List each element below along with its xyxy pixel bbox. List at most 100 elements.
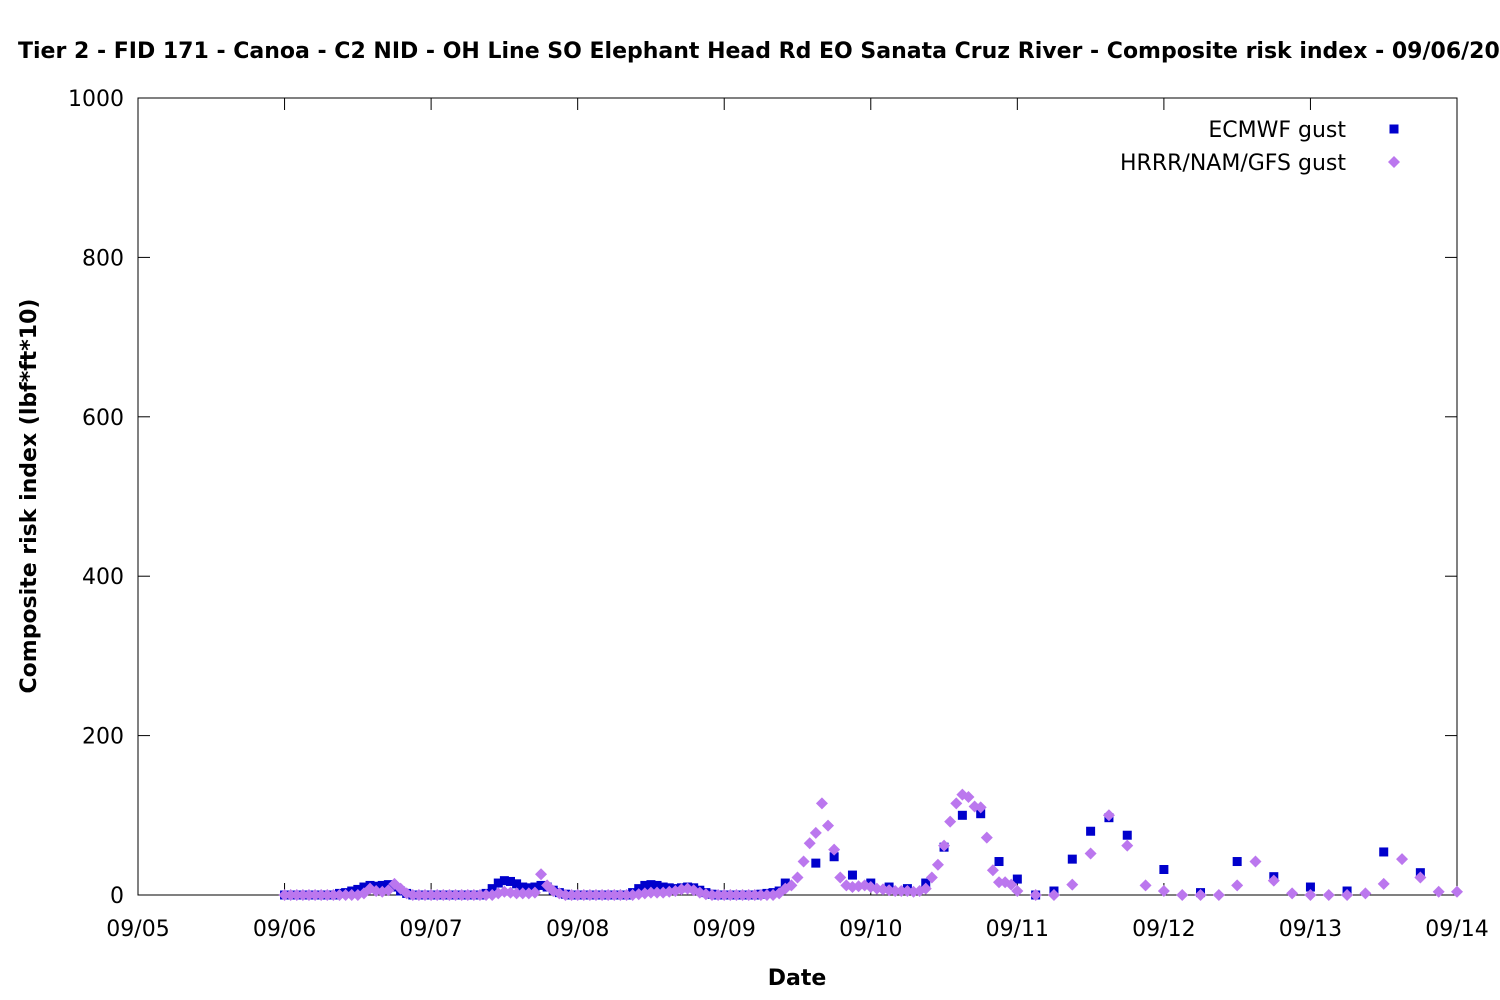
x-tick-label: 09/08 bbox=[546, 917, 609, 942]
data-point bbox=[1432, 885, 1445, 898]
data-point bbox=[528, 886, 541, 899]
legend-marker bbox=[1389, 124, 1399, 134]
x-axis-label: Date bbox=[768, 966, 827, 991]
data-point bbox=[296, 889, 309, 901]
data-point bbox=[993, 876, 1006, 889]
data-point bbox=[284, 889, 297, 901]
data-point bbox=[646, 880, 656, 890]
x-tick-label: 09/06 bbox=[253, 917, 316, 942]
data-point bbox=[345, 889, 358, 901]
data-point bbox=[652, 880, 662, 890]
data-point bbox=[944, 815, 957, 828]
data-point bbox=[327, 889, 340, 901]
data-point bbox=[559, 889, 572, 901]
data-point bbox=[986, 864, 999, 877]
data-point bbox=[437, 889, 450, 901]
data-point bbox=[473, 889, 486, 901]
data-point bbox=[1286, 887, 1299, 900]
x-axis: 09/05 09/06 09/07 09/08 09/09 09/10 09/11 09/12… bbox=[106, 98, 1489, 942]
data-point bbox=[1212, 889, 1225, 901]
data-point bbox=[510, 887, 523, 900]
data-point bbox=[1122, 830, 1132, 840]
data-point bbox=[467, 889, 480, 901]
data-point bbox=[785, 879, 798, 892]
data-point bbox=[359, 882, 369, 892]
data-point bbox=[333, 889, 346, 901]
data-point bbox=[620, 889, 633, 901]
data-point bbox=[512, 879, 522, 889]
data-point bbox=[1267, 874, 1280, 887]
data-point bbox=[406, 889, 419, 901]
data-point bbox=[644, 886, 657, 899]
plot-area-border bbox=[137, 97, 1458, 896]
x-tick-label: 09/13 bbox=[1279, 917, 1342, 942]
data-point bbox=[321, 889, 334, 901]
data-point bbox=[895, 885, 908, 898]
data-point bbox=[461, 889, 474, 901]
legend-label: ECMWF gust bbox=[1208, 118, 1346, 143]
data-point bbox=[589, 889, 602, 901]
data-point bbox=[425, 889, 438, 901]
data-point bbox=[499, 876, 509, 886]
data-point bbox=[828, 843, 841, 856]
data-point bbox=[919, 882, 932, 895]
data-point bbox=[938, 839, 951, 852]
data-point bbox=[571, 889, 584, 901]
data-point bbox=[760, 889, 773, 901]
data-point bbox=[1322, 889, 1335, 901]
legend-marker bbox=[1388, 156, 1400, 168]
data-point bbox=[1414, 871, 1427, 884]
data-point bbox=[962, 790, 975, 803]
data-point bbox=[809, 826, 822, 839]
data-point bbox=[1194, 889, 1207, 901]
legend: ECMWF gust HRRR/NAM/GFS gust bbox=[1120, 118, 1400, 176]
data-point bbox=[290, 889, 303, 901]
data-point bbox=[847, 870, 857, 880]
y-axis-label: Composite risk index (lbf*ft*10) bbox=[17, 299, 42, 694]
y-axis: 0 200 400 600 800 1000 bbox=[68, 87, 1457, 909]
data-point bbox=[1102, 809, 1115, 822]
x-tick-label: 09/14 bbox=[1425, 917, 1488, 942]
data-point bbox=[712, 889, 725, 901]
data-point bbox=[1396, 853, 1409, 866]
data-point bbox=[1086, 826, 1096, 836]
data-point bbox=[480, 889, 493, 901]
data-point bbox=[377, 880, 387, 890]
data-point bbox=[565, 889, 578, 901]
data-point bbox=[1047, 889, 1060, 901]
data-point bbox=[278, 889, 291, 901]
legend-label: HRRR/NAM/GFS gust bbox=[1120, 151, 1346, 176]
chart-title: Tier 2 - FID 171 - Canoa - C2 NID - OH L… bbox=[18, 39, 1500, 64]
data-point bbox=[950, 797, 963, 810]
data-point bbox=[536, 880, 546, 890]
data-point bbox=[1005, 878, 1018, 891]
data-point bbox=[736, 889, 749, 901]
data-point bbox=[516, 887, 529, 900]
y-tick-label: 800 bbox=[82, 246, 124, 271]
data-point bbox=[815, 797, 828, 810]
data-point bbox=[315, 889, 328, 901]
x-tick-label: 09/12 bbox=[1132, 917, 1195, 942]
data-point bbox=[822, 819, 835, 832]
data-point bbox=[1121, 839, 1134, 852]
data-point bbox=[1067, 854, 1077, 864]
data-point bbox=[1011, 885, 1024, 898]
data-point bbox=[931, 858, 944, 871]
data-point bbox=[382, 884, 395, 897]
data-point bbox=[1359, 887, 1372, 900]
data-point bbox=[925, 871, 938, 884]
data-point bbox=[602, 889, 615, 901]
data-point bbox=[706, 889, 719, 901]
data-point bbox=[1379, 847, 1389, 857]
data-point bbox=[797, 855, 810, 868]
series-layer bbox=[278, 788, 1463, 901]
data-point bbox=[1029, 889, 1042, 901]
data-point bbox=[754, 889, 767, 901]
data-point bbox=[443, 889, 456, 901]
data-point bbox=[1341, 889, 1354, 901]
data-point bbox=[1249, 855, 1262, 868]
data-point bbox=[431, 889, 444, 901]
data-point bbox=[748, 889, 761, 901]
data-point bbox=[505, 876, 515, 886]
data-point bbox=[518, 882, 528, 892]
